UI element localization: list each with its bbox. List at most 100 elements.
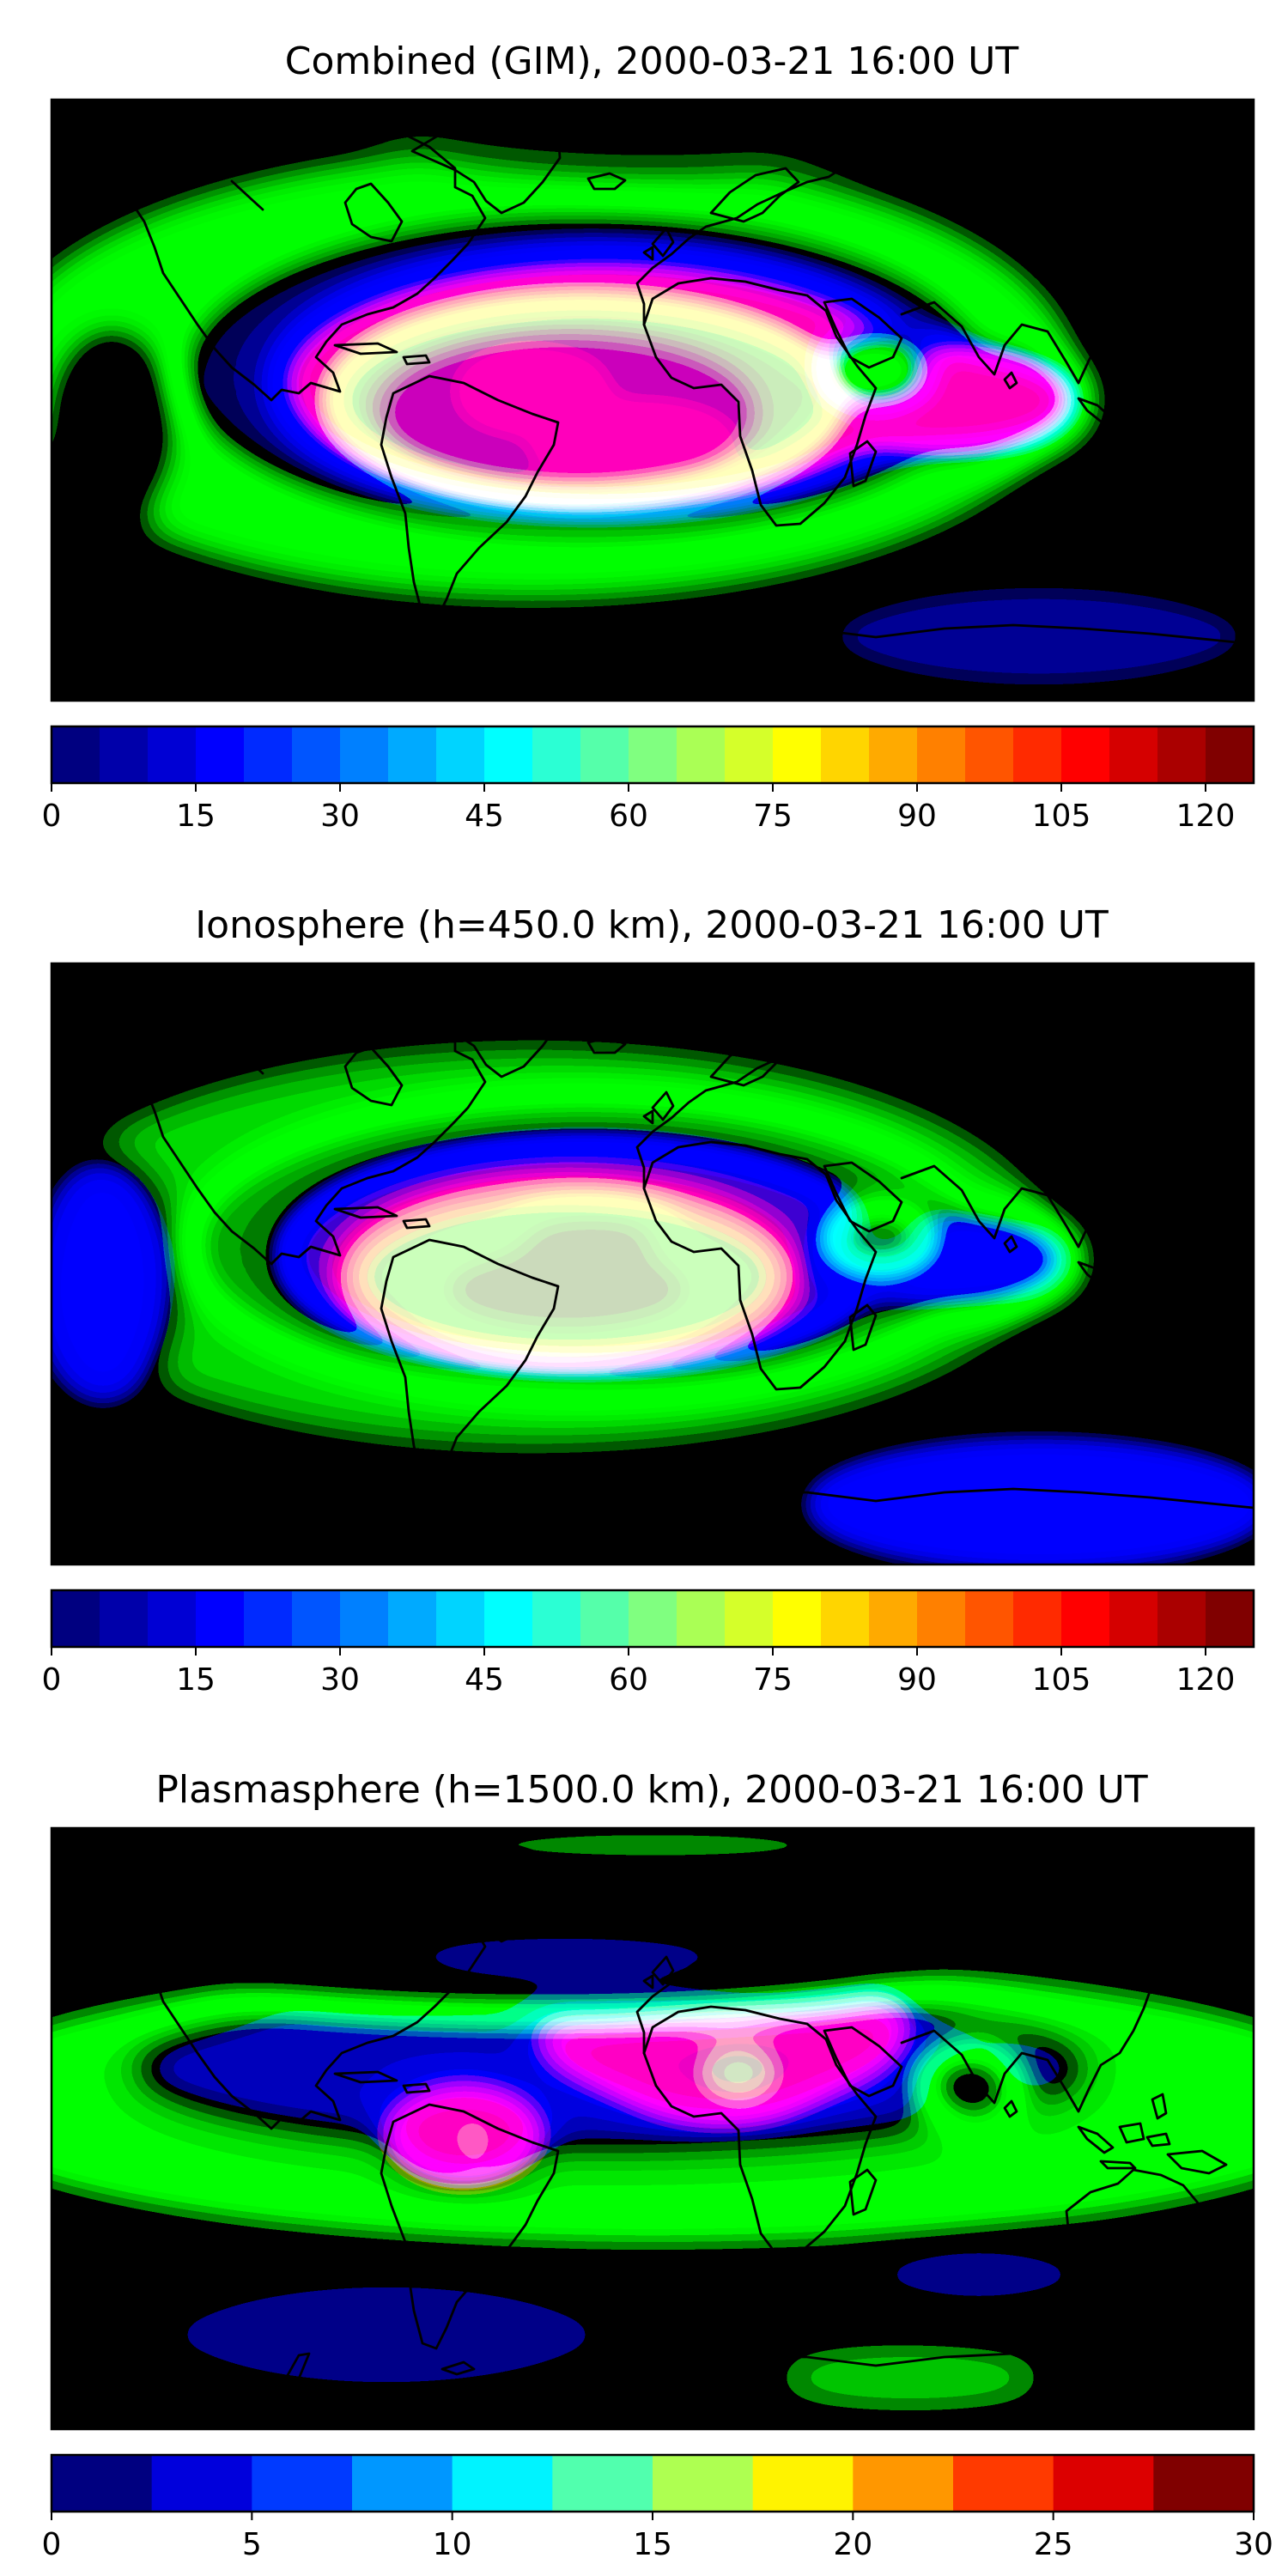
colorbar-segment	[552, 2455, 653, 2512]
panel-title: Plasmasphere (h=1500.0 km), 2000-03-21 1…	[155, 1768, 1147, 1812]
colorbar-tick-label: 0	[42, 2527, 62, 2562]
colorbar-segment	[869, 726, 918, 783]
colorbar-segment	[580, 726, 629, 783]
colorbar: 0 5 10 15 20 25 30	[42, 2453, 1273, 2562]
colorbar-segment	[340, 726, 389, 783]
colorbar-segment	[100, 1590, 149, 1647]
colorbar-segment	[484, 726, 533, 783]
colorbar-tick-label: 20	[833, 2527, 872, 2562]
colorbar-segment	[148, 1590, 197, 1647]
colorbar-tick-label: 105	[1032, 1662, 1091, 1698]
colorbar-segment	[677, 726, 726, 783]
colorbar-tick-label: 120	[1176, 1662, 1236, 1698]
colorbar-tick-label: 90	[897, 1662, 937, 1698]
colorbar-tick-label: 25	[1034, 2527, 1073, 2562]
colorbar-segment	[821, 726, 870, 783]
map-frame	[50, 98, 1255, 702]
map-panel-ionosphere	[50, 962, 1255, 1566]
colorbar-segment	[196, 1590, 245, 1647]
colorbar-segment	[965, 1590, 1014, 1647]
colorbar-tick-label: 75	[753, 1662, 793, 1698]
colorbar-segment	[653, 2455, 754, 2512]
colorbar-segment	[340, 1590, 389, 1647]
colorbar-tick-label: 10	[433, 2527, 472, 2562]
colorbar-segment	[1157, 1590, 1206, 1647]
panel-title: Ionosphere (h=450.0 km), 2000-03-21 16:0…	[195, 903, 1109, 947]
colorbar-segment	[292, 726, 341, 783]
colorbar-segment	[629, 726, 677, 783]
colorbar-segment	[752, 2455, 854, 2512]
colorbar-tick-label: 45	[465, 799, 504, 834]
colorbar-segment	[1157, 726, 1206, 783]
colorbar-segment	[436, 1590, 485, 1647]
colorbar-segment	[532, 1590, 581, 1647]
colorbar-segment	[148, 726, 197, 783]
colorbar-segment	[151, 2455, 252, 2512]
colorbar: 0 15 30 45 60 75 90 105 120	[42, 1589, 1255, 1698]
colorbar-segment	[773, 1590, 822, 1647]
map-frame	[50, 962, 1255, 1566]
colorbar-tick-label: 30	[1234, 2527, 1273, 2562]
colorbar-tick-label: 5	[242, 2527, 262, 2562]
colorbar-tick-label: 45	[465, 1662, 504, 1698]
colorbar-segment	[1013, 726, 1062, 783]
map-panel-plasmasphere	[50, 1826, 1255, 2431]
colorbar-tick-label: 15	[176, 1662, 216, 1698]
colorbar-segment	[1206, 726, 1255, 783]
colorbar-segment	[869, 1590, 918, 1647]
colorbar-tick-label: 0	[42, 799, 62, 834]
colorbar-segment	[100, 726, 149, 783]
colorbar-segment	[629, 1590, 677, 1647]
colorbar-segment	[292, 1590, 341, 1647]
colorbar-segment	[725, 1590, 774, 1647]
colorbar-segment	[917, 726, 966, 783]
colorbar-tick-label: 90	[897, 799, 937, 834]
colorbar-tick-label: 0	[42, 1662, 62, 1698]
colorbar-segment	[352, 2455, 453, 2512]
colorbar-segment	[196, 726, 245, 783]
colorbar-segment	[953, 2455, 1054, 2512]
colorbar-tick-label: 105	[1032, 799, 1091, 834]
colorbar-tick-label: 60	[609, 1662, 648, 1698]
colorbar-segment	[580, 1590, 629, 1647]
colorbar-segment	[917, 1590, 966, 1647]
colorbar-segment	[52, 1590, 100, 1647]
colorbar-segment	[1153, 2455, 1255, 2512]
colorbar-segment	[52, 2455, 153, 2512]
colorbar-tick-label: 15	[176, 799, 216, 834]
colorbar-tick-label: 15	[633, 2527, 672, 2562]
colorbar-frame	[50, 1589, 1255, 1649]
colorbar-segment	[244, 726, 293, 783]
colorbar-frame	[50, 725, 1255, 785]
colorbar-segment	[252, 2455, 353, 2512]
colorbar-segment	[52, 726, 100, 783]
colorbar-segment	[965, 726, 1014, 783]
colorbar-segment	[1109, 726, 1158, 783]
colorbar-tick-label: 30	[320, 799, 360, 834]
colorbar-segment	[1109, 1590, 1158, 1647]
colorbar-segment	[452, 2455, 553, 2512]
colorbar-segment	[388, 1590, 437, 1647]
colorbar-segment	[1061, 726, 1110, 783]
colorbar-segment	[821, 1590, 870, 1647]
colorbar-segment	[388, 726, 437, 783]
colorbar-segment	[1013, 1590, 1062, 1647]
colorbar-segment	[677, 1590, 726, 1647]
map-panel-combined	[50, 98, 1255, 702]
colorbar: 0 15 30 45 60 75 90 105 120	[42, 725, 1255, 834]
colorbar-segment	[1053, 2455, 1154, 2512]
colorbar-segment	[853, 2455, 954, 2512]
panel-title: Combined (GIM), 2000-03-21 16:00 UT	[285, 39, 1019, 83]
colorbar-segment	[532, 726, 581, 783]
colorbar-segment	[1061, 1590, 1110, 1647]
colorbar-tick-label: 60	[609, 799, 648, 834]
colorbar-tick-label: 30	[320, 1662, 360, 1698]
colorbar-segment	[725, 726, 774, 783]
colorbar-segment	[484, 1590, 533, 1647]
colorbar-segment	[773, 726, 822, 783]
colorbar-tick-label: 75	[753, 799, 793, 834]
colorbar-segment	[244, 1590, 293, 1647]
colorbar-tick-label: 120	[1176, 799, 1236, 834]
map-frame	[50, 1826, 1255, 2431]
